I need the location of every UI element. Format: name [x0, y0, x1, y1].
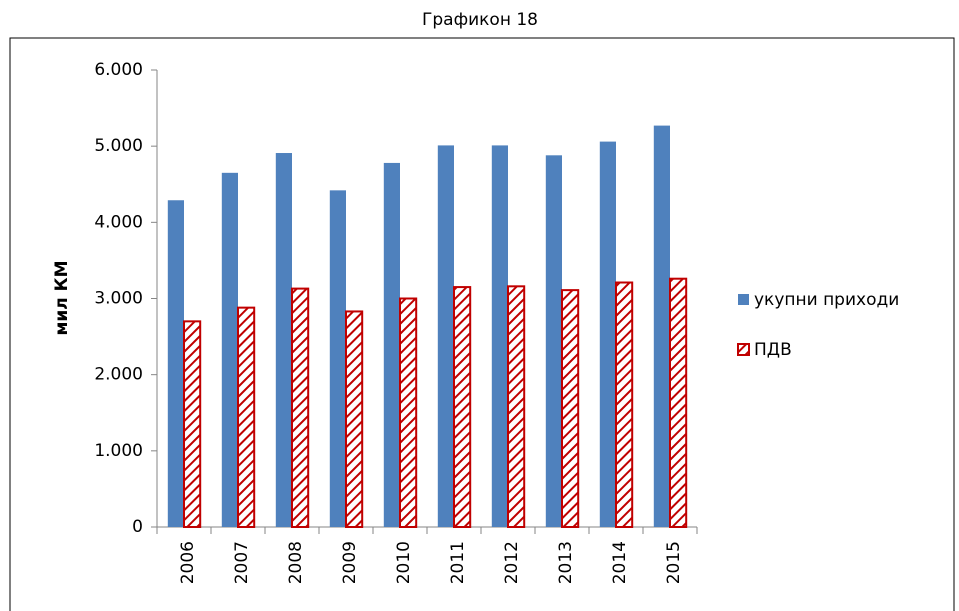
- bar: [615, 281, 634, 528]
- bar: [237, 306, 256, 529]
- bar: [383, 162, 400, 527]
- bar: [329, 190, 346, 528]
- x-tick-label: 2014: [610, 541, 630, 584]
- x-tick-label: 2012: [502, 541, 522, 584]
- bar: [399, 297, 418, 528]
- bar: [437, 145, 454, 527]
- bar: [453, 286, 472, 529]
- bar: [561, 289, 580, 528]
- y-axis-label: мил КМ: [52, 261, 72, 336]
- x-tick-label: 2010: [394, 541, 414, 584]
- bar: [507, 285, 526, 528]
- legend-swatch: [737, 343, 750, 356]
- bar: [669, 277, 688, 528]
- bar: [345, 310, 364, 528]
- bar: [275, 153, 292, 527]
- y-tick-label: 6.000: [94, 60, 143, 80]
- bar: [221, 172, 238, 527]
- x-tick-label: 2008: [286, 541, 306, 584]
- bar: [167, 200, 184, 527]
- y-tick-label: 5.000: [94, 136, 143, 156]
- bar: [653, 125, 670, 527]
- y-tick-label: 0: [132, 517, 143, 537]
- y-tick-label: 4.000: [94, 212, 143, 232]
- legend-swatch: [738, 294, 749, 305]
- bar: [491, 145, 508, 527]
- x-tick-label: 2015: [664, 541, 684, 584]
- x-tick-label: 2006: [178, 541, 198, 584]
- legend-label: укупни приходи: [754, 290, 899, 310]
- x-tick-label: 2009: [340, 541, 360, 584]
- bar: [599, 141, 616, 527]
- y-tick-label: 3.000: [94, 289, 143, 309]
- chart-frame: [9, 37, 955, 611]
- bar: [545, 155, 562, 527]
- y-tick-label: 2.000: [94, 365, 143, 385]
- x-tick-label: 2007: [232, 541, 252, 584]
- chart-title: Графикон 18: [422, 10, 538, 30]
- bar: [183, 320, 202, 528]
- legend-label: ПДВ: [754, 340, 792, 360]
- y-tick-label: 1.000: [94, 441, 143, 461]
- bar: [291, 287, 310, 528]
- x-tick-label: 2013: [556, 541, 576, 584]
- x-tick-label: 2011: [448, 541, 468, 584]
